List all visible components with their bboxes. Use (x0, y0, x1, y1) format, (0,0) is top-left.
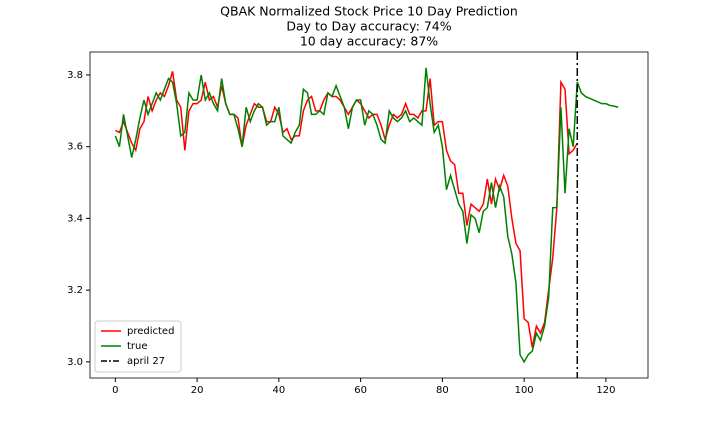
chart-title: QBAK Normalized Stock Price 10 Day Predi… (220, 4, 518, 19)
x-tick-label: 80 (436, 385, 449, 396)
series-line (115, 71, 578, 348)
x-tick-label: 20 (191, 385, 204, 396)
x-tick-label: 100 (515, 385, 534, 396)
y-tick-label: 3.4 (67, 213, 83, 224)
y-tick-label: 3.8 (67, 70, 83, 81)
x-tick-label: 120 (596, 385, 615, 396)
plot-frame (89, 51, 649, 379)
x-tick-label: 60 (354, 385, 367, 396)
legend-label: april 27 (127, 356, 165, 367)
legend-label: predicted (127, 326, 174, 337)
x-tick-label: 40 (272, 385, 285, 396)
y-tick-label: 3.0 (67, 357, 83, 368)
y-tick-label: 3.6 (67, 142, 83, 153)
y-tick-label: 3.2 (67, 285, 83, 296)
series-line (114, 67, 619, 364)
legend-box (94, 320, 182, 373)
chart-subtitle: 10 day accuracy: 87% (300, 34, 438, 49)
legend-label: true (127, 341, 148, 352)
chart-subtitle: Day to Day accuracy: 74% (286, 19, 451, 34)
x-tick-label: 0 (112, 385, 118, 396)
